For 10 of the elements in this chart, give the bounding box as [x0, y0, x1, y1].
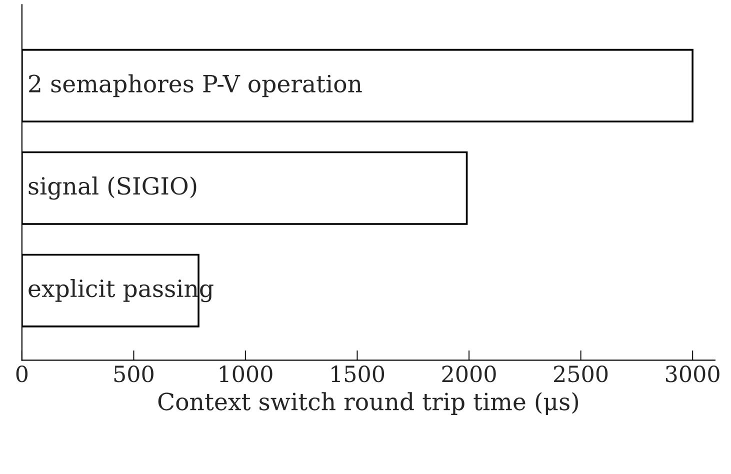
x-tick-label: 3000	[666, 365, 720, 382]
x-axis-title: Context switch round trip time (μs)	[158, 392, 578, 416]
x-tick-label: 2000	[442, 365, 496, 382]
x-tick-label: 500	[114, 365, 154, 382]
x-tick-label: 0	[16, 365, 28, 382]
x-tick-label: 1000	[220, 365, 272, 382]
x-tick-label: 1500	[332, 365, 384, 382]
y-tick-label: signal (SIGIO)	[28, 176, 196, 200]
y-tick-label: 2 semaphores P-V operation	[29, 74, 362, 98]
x-tick-label: 2500	[554, 365, 608, 382]
